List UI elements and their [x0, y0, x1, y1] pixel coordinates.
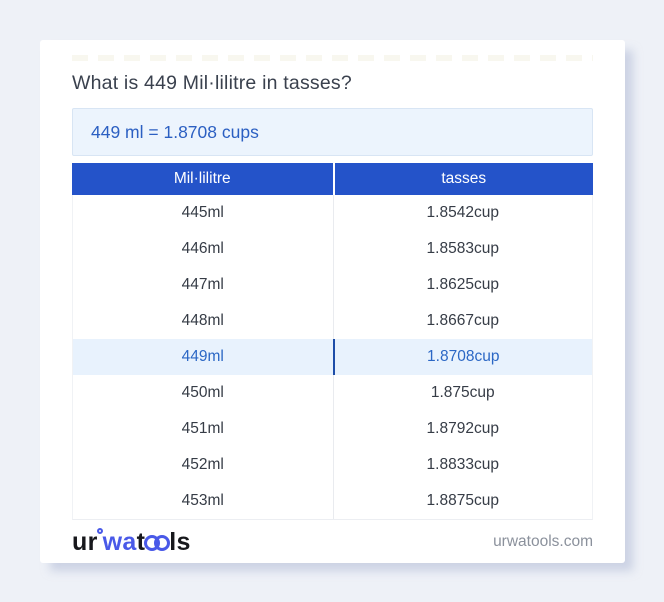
cell-ml: 445ml — [181, 204, 224, 221]
cell-cups: 1.875cup — [332, 375, 593, 411]
cell-ml: 447ml — [181, 276, 224, 293]
cell-cups: 1.8583cup — [332, 231, 593, 267]
degree-ring-icon — [96, 527, 103, 534]
table-row: 448ml 1.8667cup — [73, 303, 592, 339]
table-row: 450ml 1.875cup — [73, 375, 592, 411]
logo-text-ls: ls — [169, 527, 191, 556]
cell-cups: 1.8875cup — [332, 483, 593, 519]
cell-cups: 1.8708cup — [332, 339, 593, 375]
cell-ml: 450ml — [181, 384, 224, 401]
cell-cups: 1.8833cup — [332, 447, 593, 483]
table-header: Mil·lilitre tasses — [72, 163, 593, 195]
column-header-tasses: tasses — [332, 163, 594, 195]
table-row: 446ml 1.8583cup — [73, 231, 592, 267]
footer: ur wa t ls urwatools.com — [72, 524, 593, 560]
logo-text-ur: ur — [72, 527, 98, 556]
conversion-card: What is 449 Mil·lilitre in tasses? 449 m… — [40, 40, 625, 563]
logo-text-wa: wa — [102, 527, 137, 556]
site-logo[interactable]: ur wa t ls — [72, 527, 191, 557]
answer-box: 449 ml = 1.8708 cups — [72, 108, 593, 156]
page-title: What is 449 Mil·lilitre in tasses? — [72, 72, 352, 94]
cell-cups: 1.8542cup — [332, 195, 593, 231]
table-row-highlighted: 449ml 1.8708cup — [73, 339, 592, 375]
table-row: 453ml 1.8875cup — [73, 483, 592, 519]
cell-ml: 446ml — [181, 240, 224, 257]
cell-ml: 452ml — [181, 456, 224, 473]
table-row: 452ml 1.8833cup — [73, 447, 592, 483]
table-row: 451ml 1.8792cup — [73, 411, 592, 447]
decorative-dashed-divider — [72, 55, 593, 61]
cell-ml: 453ml — [181, 492, 224, 509]
answer-text: 449 ml = 1.8708 cups — [91, 121, 259, 142]
column-header-millilitre: Mil·lilitre — [173, 170, 231, 187]
cell-cups: 1.8667cup — [332, 303, 593, 339]
cell-cups: 1.8792cup — [332, 411, 593, 447]
logo-text-t: t — [136, 527, 146, 556]
cell-ml: 451ml — [181, 420, 224, 437]
table-row: 445ml 1.8542cup — [73, 195, 592, 231]
cell-ml: 448ml — [181, 312, 224, 329]
interlocking-rings-icon — [144, 534, 171, 551]
cell-cups: 1.8625cup — [332, 267, 593, 303]
cell-ml: 449ml — [181, 348, 224, 365]
table-body: 445ml 1.8542cup 446ml 1.8583cup 447ml 1.… — [72, 195, 593, 520]
site-domain: urwatools.com — [493, 533, 593, 550]
conversion-table: Mil·lilitre tasses 445ml 1.8542cup 446ml… — [72, 163, 593, 520]
table-row: 447ml 1.8625cup — [73, 267, 592, 303]
